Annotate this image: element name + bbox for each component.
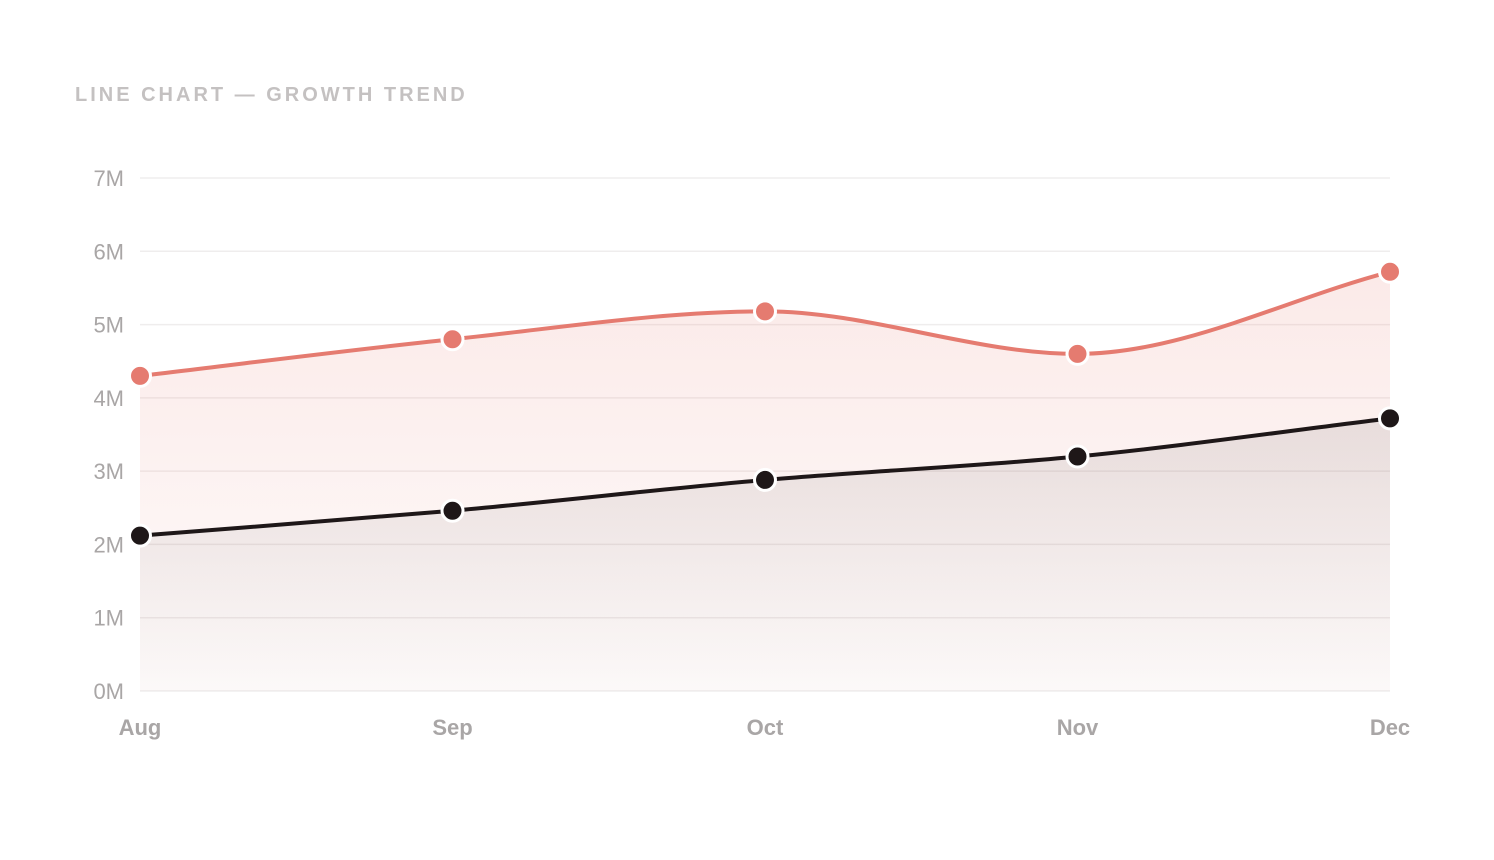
series-1-point-nov[interactable] [1065,444,1090,469]
series-1-point-aug[interactable] [128,523,152,548]
series-1-point-oct[interactable] [753,467,777,492]
y-tick-label: 2M [93,532,124,557]
y-tick-label: 0M [93,679,124,704]
series-0-point-oct[interactable] [753,299,777,324]
x-tick-label: Sep [432,715,472,740]
y-tick-label: 4M [93,386,124,411]
series-0-point-aug[interactable] [128,363,152,388]
y-tick-label: 5M [93,313,124,338]
series-1-point-dec[interactable] [1378,406,1402,431]
y-tick-label: 3M [93,459,124,484]
series-1-area [140,418,1390,691]
y-tick-label: 7M [93,166,124,191]
y-axis-ticks: 0M 1M 2M 3M 4M 5M 6M 7M [93,166,124,704]
chart-title: LINE CHART — GROWTH TREND [75,84,468,106]
series-0-point-dec[interactable] [1378,259,1402,284]
series-0-point-sep[interactable] [440,327,465,352]
x-tick-label: Aug [119,715,162,740]
series-points [128,259,1402,548]
x-tick-label: Oct [747,715,784,740]
series-0-point-nov[interactable] [1065,341,1090,366]
x-tick-label: Nov [1057,715,1099,740]
y-tick-label: 6M [93,239,124,264]
x-axis-ticks: Aug Sep Oct Nov Dec [119,715,1411,740]
series-1-point-sep[interactable] [440,498,465,523]
y-tick-label: 1M [93,606,124,631]
x-tick-label: Dec [1370,715,1410,740]
